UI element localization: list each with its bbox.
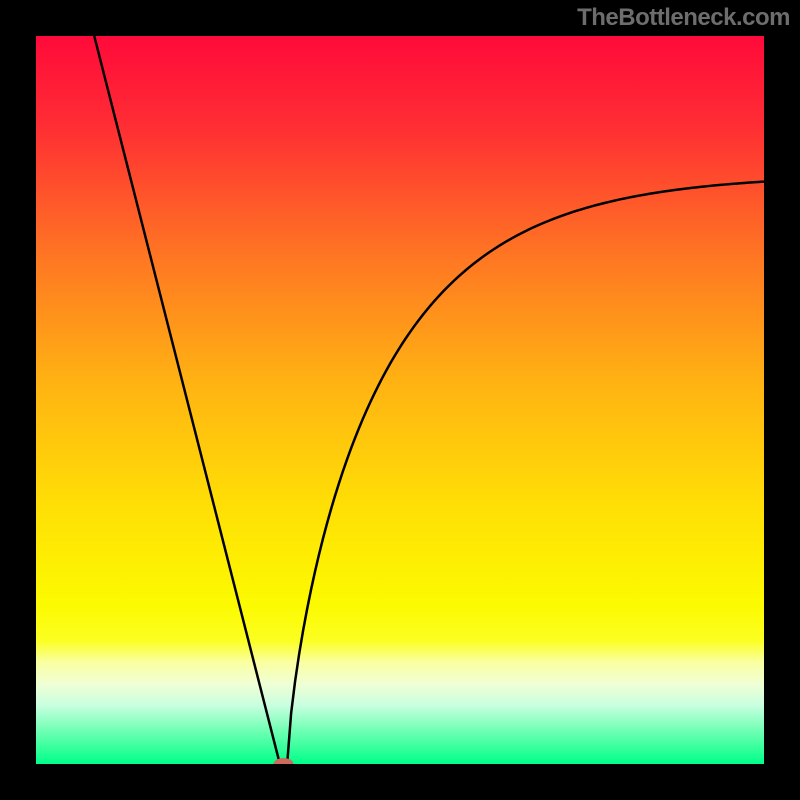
chart-svg [0, 0, 800, 800]
plot-area [36, 36, 764, 770]
watermark-text: TheBottleneck.com [577, 4, 790, 32]
chart-background [36, 36, 764, 764]
chart-container: TheBottleneck.com [0, 0, 800, 800]
